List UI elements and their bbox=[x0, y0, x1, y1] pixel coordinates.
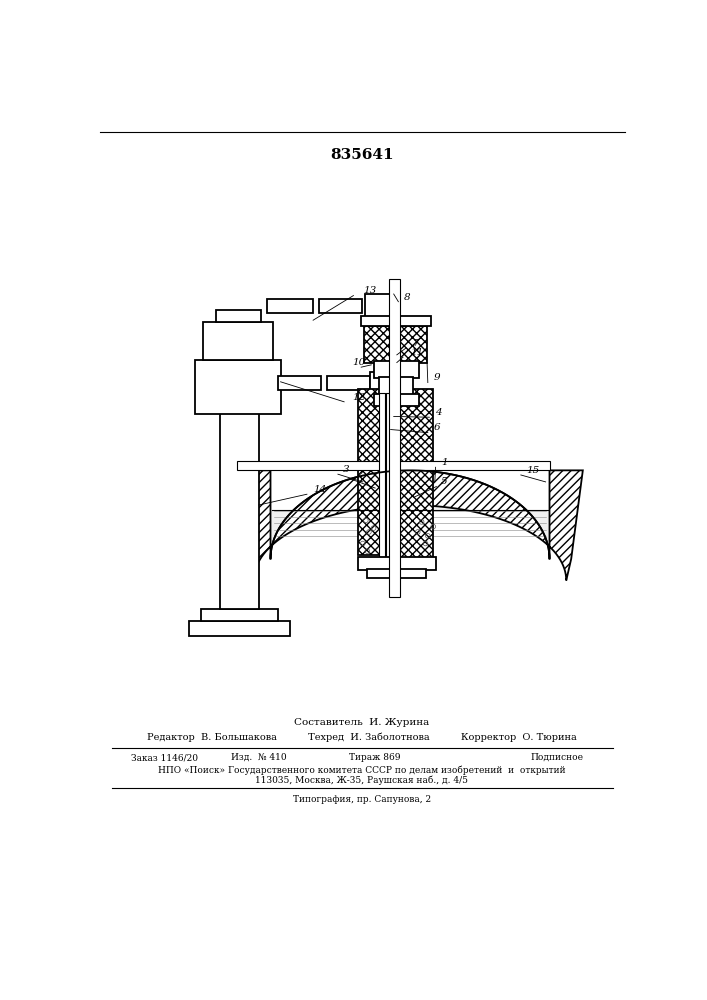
Text: 7: 7 bbox=[412, 339, 419, 348]
Text: 11: 11 bbox=[410, 348, 423, 357]
Text: 12: 12 bbox=[352, 393, 365, 402]
Bar bbox=[361, 316, 431, 326]
Bar bbox=[320, 299, 362, 312]
Text: 2: 2 bbox=[356, 470, 363, 479]
Bar bbox=[267, 299, 313, 312]
Bar bbox=[203, 322, 273, 360]
Text: 835641: 835641 bbox=[330, 148, 394, 162]
Text: 15: 15 bbox=[526, 466, 539, 475]
Text: 6: 6 bbox=[433, 424, 440, 432]
Bar bbox=[216, 310, 261, 322]
Text: НПО «Поиск» Государственного комитета СССР по делам изобретений  и  открытий: НПО «Поиск» Государственного комитета СС… bbox=[158, 766, 566, 775]
Polygon shape bbox=[271, 470, 549, 559]
Text: 113035, Москва, Ж-35, Раушская наб., д. 4/5: 113035, Москва, Ж-35, Раушская наб., д. … bbox=[255, 776, 469, 785]
Text: Типография, пр. Сапунова, 2: Типография, пр. Сапунова, 2 bbox=[293, 795, 431, 804]
Text: Подписное: Подписное bbox=[531, 753, 584, 762]
Text: 5: 5 bbox=[441, 477, 448, 486]
Text: 13: 13 bbox=[363, 286, 377, 295]
Bar bbox=[386, 393, 392, 567]
Text: 9: 9 bbox=[433, 373, 440, 382]
Text: 8: 8 bbox=[404, 293, 411, 302]
Bar bbox=[358, 557, 436, 570]
Bar bbox=[395, 326, 427, 363]
Bar bbox=[237, 461, 549, 470]
Text: 14: 14 bbox=[313, 485, 327, 494]
Bar bbox=[370, 372, 392, 393]
Bar bbox=[279, 376, 321, 389]
Bar bbox=[358, 389, 387, 555]
Text: Тираж 869: Тираж 869 bbox=[349, 753, 401, 762]
Bar bbox=[398, 389, 433, 567]
Bar bbox=[327, 376, 370, 389]
Bar bbox=[389, 279, 400, 597]
Bar bbox=[379, 393, 385, 567]
Text: Редактор  В. Большакова          Техред  И. Заболотнова          Корректор  О. Т: Редактор В. Большакова Техред И. Заболот… bbox=[147, 733, 577, 742]
Text: 1: 1 bbox=[441, 458, 448, 467]
Polygon shape bbox=[237, 470, 583, 580]
Bar bbox=[201, 609, 279, 620]
Bar bbox=[373, 394, 419, 406]
Bar bbox=[363, 326, 395, 363]
Text: 10: 10 bbox=[352, 358, 365, 367]
Text: Изд.  № 410: Изд. № 410 bbox=[231, 753, 286, 762]
Text: 3: 3 bbox=[343, 465, 349, 474]
Text: Составитель  И. Журина: Составитель И. Журина bbox=[294, 718, 430, 727]
Bar bbox=[189, 620, 290, 636]
Bar bbox=[195, 360, 281, 414]
Bar bbox=[368, 569, 426, 578]
Bar bbox=[379, 377, 413, 395]
Bar bbox=[365, 294, 395, 317]
Text: Заказ 1146/20: Заказ 1146/20 bbox=[131, 753, 198, 762]
Bar bbox=[220, 413, 259, 609]
Bar bbox=[373, 361, 419, 378]
Text: 4: 4 bbox=[435, 408, 441, 417]
